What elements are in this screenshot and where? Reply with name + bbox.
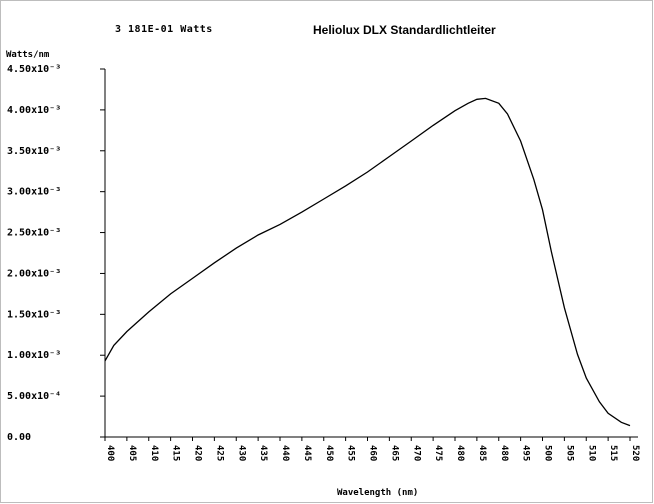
- x-tick-label: 500: [543, 445, 553, 461]
- x-tick-label: 420: [193, 445, 203, 461]
- y-tick-label: 5.00x10⁻⁴: [7, 391, 61, 402]
- x-tick-label: 470: [411, 445, 421, 461]
- x-tick-label: 410: [149, 445, 159, 461]
- x-tick-label: 455: [346, 445, 356, 461]
- y-tick-label: 0.00: [7, 432, 31, 443]
- x-tick-label: 505: [564, 445, 574, 461]
- y-tick-label: 3.00x10⁻³: [7, 187, 61, 198]
- x-tick-label: 405: [127, 445, 137, 461]
- x-tick-label: 400: [105, 445, 115, 461]
- spectrum-line: [104, 97, 631, 427]
- x-tick-label: 445: [302, 445, 312, 461]
- x-tick-label: 510: [586, 445, 596, 461]
- x-tick-label: 480: [455, 445, 465, 461]
- x-tick-label: 435: [258, 445, 268, 461]
- x-tick-label: 480: [499, 445, 509, 461]
- y-tick-label: 3.50x10⁻³: [7, 146, 61, 157]
- x-tick-label: 520: [630, 445, 640, 461]
- x-tick-label: 425: [214, 445, 224, 461]
- x-axis-label: Wavelength (nm): [337, 488, 419, 498]
- y-axis-label: Watts/nm: [6, 50, 50, 60]
- x-tick-label: 495: [521, 445, 531, 461]
- axes-group: [104, 69, 638, 438]
- y-tick-label: 4.00x10⁻³: [7, 105, 61, 116]
- chart-title: Heliolux DLX Standardlichtleiter: [313, 23, 496, 37]
- y-tick-label: 1.50x10⁻³: [7, 309, 61, 320]
- x-tick-label: 475: [433, 445, 443, 461]
- total-power-readout: 3 181E-01 Watts: [115, 24, 213, 35]
- x-tick-label: 465: [389, 445, 399, 461]
- x-tick-label: 430: [236, 445, 246, 461]
- y-tick-label: 2.00x10⁻³: [7, 268, 61, 279]
- x-tick-label: 440: [280, 445, 290, 461]
- x-tick-label: 485: [477, 445, 487, 461]
- x-tick-label: 515: [608, 445, 618, 461]
- x-tick-label: 415: [171, 445, 181, 461]
- x-ticks-group: 400 405 410 415 420 425 430 435 440 445 450 455 460 4…: [104, 437, 640, 461]
- y-ticks-group: 0.00 5.00x10⁻⁴ 1.00x10⁻³ 1.50x10⁻³ 2.00x10⁻³…: [7, 64, 105, 443]
- x-tick-label: 460: [368, 445, 378, 461]
- y-tick-label: 1.00x10⁻³: [7, 350, 61, 361]
- y-tick-label: 2.50x10⁻³: [7, 228, 61, 239]
- series-group: [104, 97, 631, 427]
- x-tick-label: 450: [324, 445, 334, 461]
- y-tick-label: 4.50x10⁻³: [7, 64, 61, 75]
